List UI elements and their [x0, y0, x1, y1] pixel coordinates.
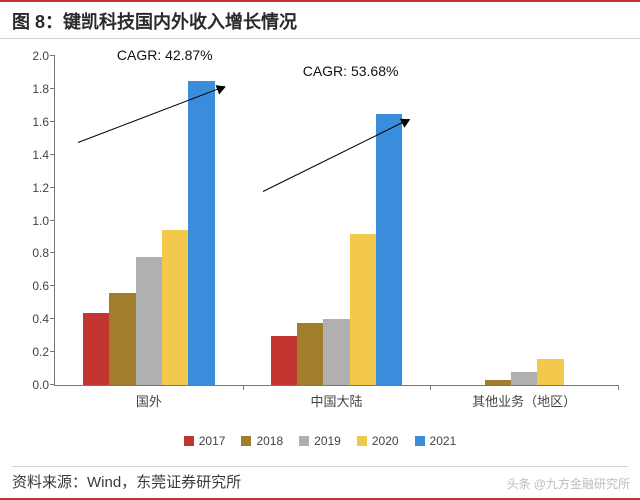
legend: 2017 2018 2019 2020 2021 [10, 434, 630, 448]
y-tick-label: 0.6 [15, 279, 55, 293]
y-tick-label: 0.4 [15, 312, 55, 326]
legend-item: 2021 [415, 434, 457, 448]
bar [136, 257, 162, 385]
legend-item: 2017 [184, 434, 226, 448]
category-label: 国外 [136, 385, 162, 410]
bar [537, 359, 563, 385]
bar [350, 234, 376, 385]
x-tick-mark [430, 385, 431, 390]
bar [485, 380, 511, 385]
y-tick-label: 1.2 [15, 181, 55, 195]
y-tick-mark [50, 154, 55, 155]
bar [83, 313, 109, 385]
y-tick-mark [50, 187, 55, 188]
legend-swatch [184, 436, 194, 446]
y-tick-mark [50, 252, 55, 253]
legend-item: 2018 [241, 434, 283, 448]
bar [511, 372, 537, 385]
y-tick-mark [50, 384, 55, 385]
legend-label: 2018 [256, 434, 283, 448]
legend-swatch [357, 436, 367, 446]
legend-label: 2020 [372, 434, 399, 448]
y-tick-mark [50, 88, 55, 89]
y-tick-mark [50, 351, 55, 352]
y-tick-label: 1.6 [15, 115, 55, 129]
legend-swatch [299, 436, 309, 446]
legend-item: 2020 [357, 434, 399, 448]
legend-item: 2019 [299, 434, 341, 448]
bar [376, 114, 402, 385]
bar [162, 230, 188, 385]
legend-label: 2019 [314, 434, 341, 448]
y-tick-label: 2.0 [15, 49, 55, 63]
legend-swatch [415, 436, 425, 446]
bar [297, 323, 323, 386]
y-tick-label: 0.0 [15, 378, 55, 392]
y-tick-mark [50, 285, 55, 286]
bar [188, 81, 214, 385]
bar [323, 319, 349, 385]
category-label: 中国大陆 [310, 385, 362, 410]
bar [271, 336, 297, 385]
y-tick-label: 1.0 [15, 214, 55, 228]
plot-region: 0.00.20.40.60.81.01.21.41.61.82.0国外中国大陆其… [54, 56, 618, 386]
y-tick-label: 0.8 [15, 246, 55, 260]
x-tick-mark [243, 385, 244, 390]
y-tick-label: 1.8 [15, 82, 55, 96]
y-tick-label: 0.2 [15, 345, 55, 359]
x-tick-mark [618, 385, 619, 390]
cagr-annotation: CAGR: 53.68% [303, 63, 399, 79]
legend-label: 2021 [430, 434, 457, 448]
chart-area: 0.0 0.2 0.4 0.6 0.8 1.0 1.2 1.4 1.6 1.8 2.0 国外 中国大陆 其… [10, 44, 630, 456]
chart-title: 图 8：键凯科技国内外收入增长情况 [0, 2, 640, 39]
y-tick-mark [50, 55, 55, 56]
bar [109, 293, 135, 385]
y-tick-mark [50, 220, 55, 221]
y-tick-label: 1.4 [15, 148, 55, 162]
cagr-annotation: CAGR: 42.87% [117, 47, 213, 63]
watermark: 头条 @九方金融研究所 [506, 475, 630, 492]
y-tick-mark [50, 318, 55, 319]
legend-swatch [241, 436, 251, 446]
category-label: 其他业务（地区） [472, 385, 576, 410]
legend-label: 2017 [199, 434, 226, 448]
y-tick-mark [50, 121, 55, 122]
